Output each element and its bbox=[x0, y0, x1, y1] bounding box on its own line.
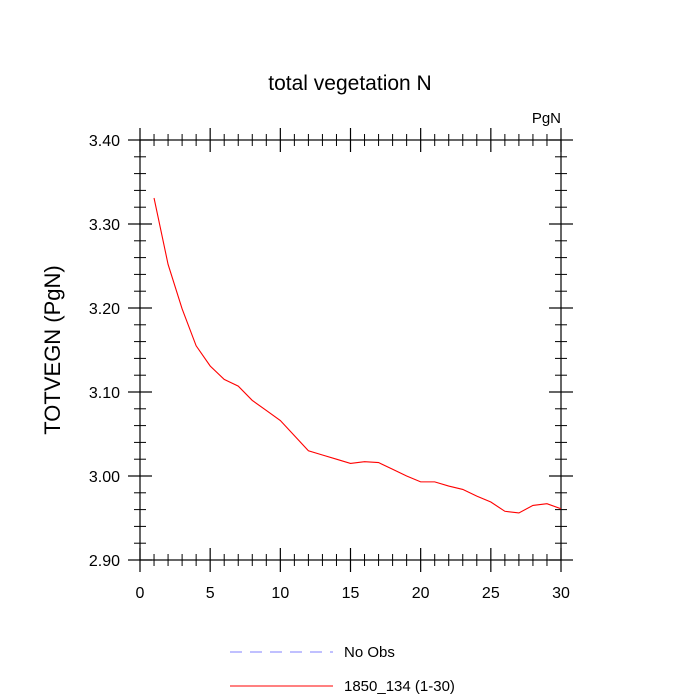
y-tick-label: 3.40 bbox=[89, 133, 120, 150]
chart-title: total vegetation N bbox=[268, 72, 431, 95]
y-tick-label: 3.20 bbox=[89, 301, 120, 318]
legend: No Obs 1850_134 (1-30) bbox=[230, 644, 455, 695]
units-label: PgN bbox=[532, 110, 561, 127]
y-tick-label: 2.90 bbox=[89, 553, 120, 570]
legend-label-1: 1850_134 (1-30) bbox=[344, 678, 455, 695]
y-tick-label: 3.10 bbox=[89, 385, 120, 402]
x-tick-label: 10 bbox=[271, 585, 289, 602]
plot-area: 0 5 10 15 20 25 30 2.90 3.00 3.10 3.20 3.30 3.40 bbox=[89, 128, 573, 602]
plot-frame bbox=[139, 139, 562, 561]
legend-label-0: No Obs bbox=[344, 644, 395, 661]
x-tick-label: 5 bbox=[206, 585, 215, 602]
x-tick-label: 20 bbox=[412, 585, 430, 602]
x-tick-label: 30 bbox=[552, 585, 570, 602]
x-tick-label: 15 bbox=[342, 585, 360, 602]
x-tick-label: 0 bbox=[136, 585, 145, 602]
x-tick-label: 25 bbox=[482, 585, 500, 602]
y-axis-label: TOTVEGN (PgN) bbox=[40, 265, 65, 435]
y-tick-label: 3.00 bbox=[89, 469, 120, 486]
y-tick-label: 3.30 bbox=[89, 217, 120, 234]
series-line-1 bbox=[153, 197, 562, 514]
